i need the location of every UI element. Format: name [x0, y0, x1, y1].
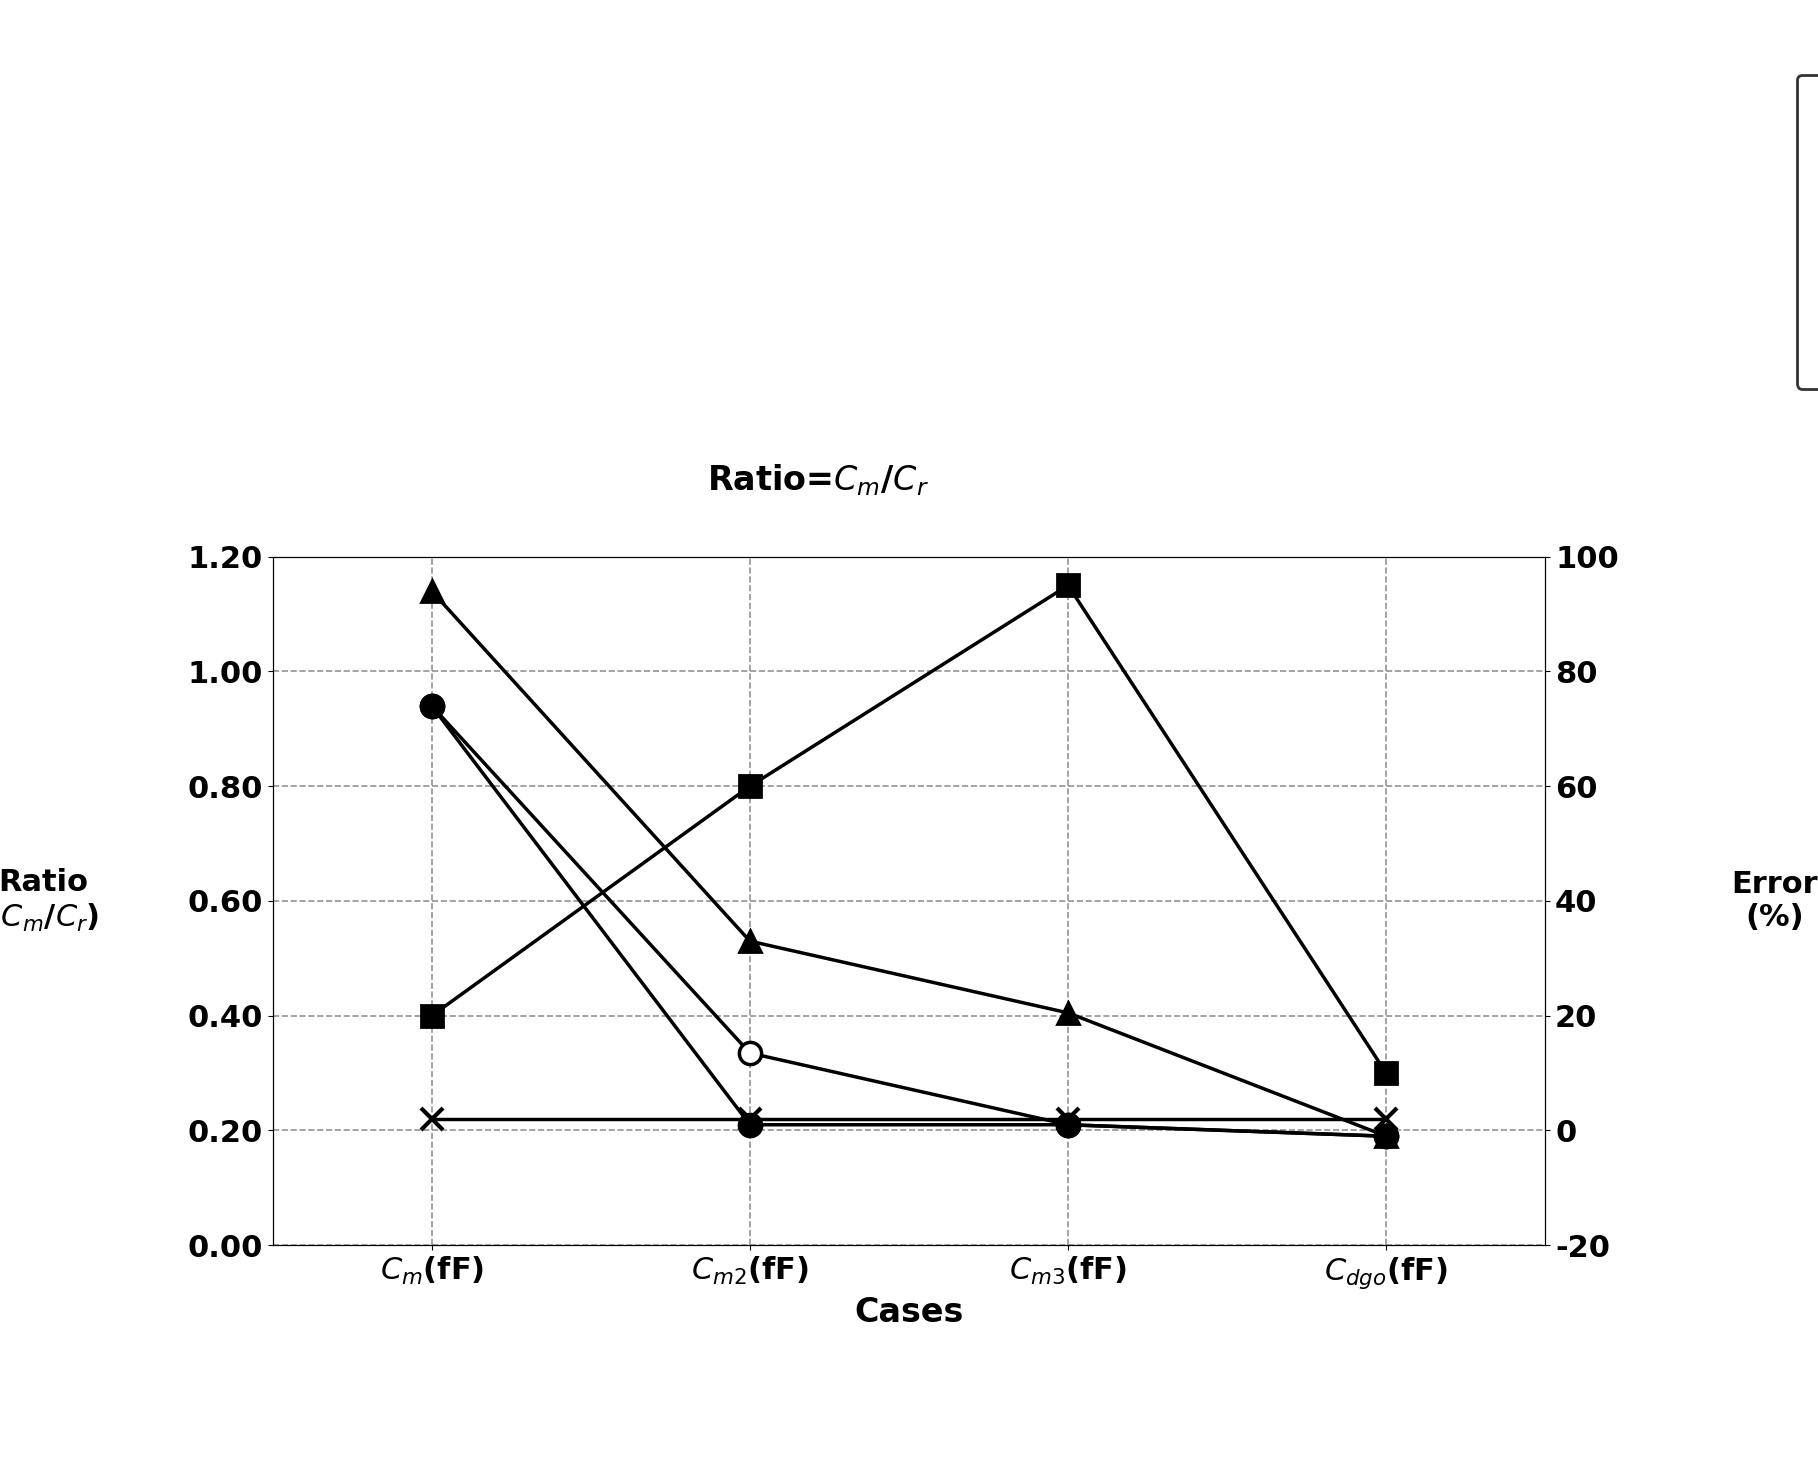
Err(old) [1056, 577, 1078, 595]
Err(ext) [738, 1110, 760, 1128]
Line: R(real): R(real) [420, 694, 1398, 1147]
R(real) [738, 1045, 760, 1062]
R(ext) [1056, 1116, 1078, 1134]
R(old) [420, 583, 442, 601]
Text: Error
(%): Error (%) [1731, 870, 1818, 932]
Text: Ratio
($C_m$/$C_r$): Ratio ($C_m$/$C_r$) [0, 867, 100, 935]
R(real) [1056, 1116, 1078, 1134]
Legend: R(real), R(ext), R(old), Err(ext), Err(old): R(real), R(ext), R(old), Err(ext), Err(o… [1796, 75, 1818, 388]
Err(ext) [1374, 1110, 1396, 1128]
R(old) [1374, 1128, 1396, 1146]
Line: Err(old): Err(old) [420, 574, 1398, 1084]
Err(ext) [1056, 1110, 1078, 1128]
Line: R(ext): R(ext) [420, 694, 1398, 1147]
Line: Err(ext): Err(ext) [420, 1108, 1398, 1130]
R(old) [1056, 1004, 1078, 1021]
R(real) [420, 697, 442, 715]
Text: Ratio=$C_m$/$C_r$: Ratio=$C_m$/$C_r$ [707, 463, 929, 498]
R(old) [738, 932, 760, 949]
R(ext) [1374, 1128, 1396, 1146]
R(real) [1374, 1128, 1396, 1146]
R(ext) [420, 697, 442, 715]
Err(old) [420, 1006, 442, 1024]
Err(old) [738, 778, 760, 795]
Line: R(old): R(old) [420, 580, 1398, 1147]
R(ext) [738, 1116, 760, 1134]
X-axis label: Cases: Cases [854, 1297, 964, 1329]
Err(ext) [420, 1110, 442, 1128]
Err(old) [1374, 1064, 1396, 1081]
